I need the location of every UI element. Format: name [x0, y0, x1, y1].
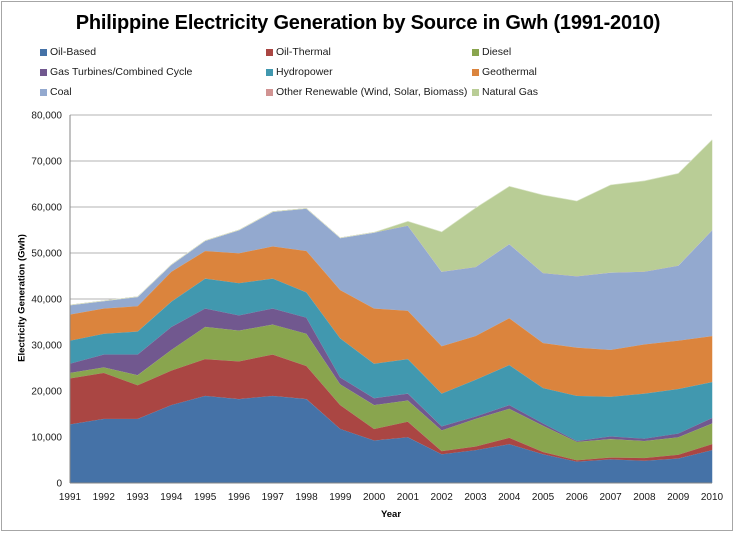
- legend-label: Geothermal: [482, 66, 537, 78]
- x-tick-label: 2005: [532, 492, 555, 503]
- x-tick-label: 1993: [126, 492, 149, 503]
- legend-label: Oil-Based: [50, 46, 97, 58]
- legend-label: Diesel: [482, 46, 512, 58]
- legend-label: Natural Gas: [482, 86, 539, 98]
- y-tick-label: 70,000: [31, 157, 62, 168]
- legend-swatch: [40, 88, 47, 96]
- x-axis-label: Year: [380, 509, 402, 520]
- legend-item-geothermal: Geothermal: [472, 66, 537, 78]
- legend-label: Other Renewable (Wind, Solar, Biomass): [276, 86, 468, 98]
- x-tick-label: 1995: [194, 492, 217, 503]
- x-tick-label: 2006: [566, 492, 589, 503]
- y-tick-label: 50,000: [31, 249, 62, 260]
- y-tick-label: 60,000: [31, 203, 62, 214]
- legend-swatch: [266, 88, 273, 96]
- legend-item-coal: Coal: [40, 86, 72, 98]
- chart-title: Philippine Electricity Generation by Sou…: [75, 12, 661, 34]
- legend-label: Oil-Thermal: [276, 46, 331, 58]
- x-tick-label: 2000: [363, 492, 386, 503]
- y-tick-label: 20,000: [31, 387, 62, 398]
- area-natural-gas: [69, 139, 713, 306]
- legend-swatch: [266, 68, 273, 76]
- x-tick-label: 1992: [93, 492, 116, 503]
- x-tick-label: 1994: [160, 492, 183, 503]
- legend-swatch: [472, 88, 479, 96]
- legend-item-diesel: Diesel: [472, 46, 511, 58]
- x-tick-label: 2007: [600, 492, 623, 503]
- legend: Oil-Based Oil-Thermal Diesel Gas Turbine…: [40, 46, 640, 106]
- y-tick-label: 40,000: [31, 295, 62, 306]
- x-tick-label: 2003: [464, 492, 487, 503]
- x-tick-label: 1996: [228, 492, 251, 503]
- legend-swatch: [472, 48, 479, 56]
- x-tick-label: 1998: [295, 492, 318, 503]
- x-tick-label: 2008: [633, 492, 656, 503]
- x-tick-label: 2001: [397, 492, 420, 503]
- legend-swatch: [40, 48, 47, 56]
- x-tick-label: 2009: [667, 492, 690, 503]
- legend-swatch: [266, 48, 273, 56]
- x-tick-label: 2010: [701, 492, 724, 503]
- legend-label: Hydropower: [276, 66, 333, 78]
- x-tick-labels: 1991 1992 1993 1994 1995 1996 1997 1998 1999 2000…: [59, 492, 724, 503]
- legend-label: Coal: [50, 86, 72, 98]
- x-tick-label: 2004: [498, 492, 521, 503]
- legend-label: Gas Turbines/Combined Cycle: [50, 66, 193, 78]
- y-tick-label: 10,000: [31, 433, 62, 444]
- axes: [69, 115, 712, 484]
- legend-swatch: [472, 68, 479, 76]
- legend-item-hydropower: Hydropower: [266, 66, 333, 78]
- legend-swatch: [40, 68, 47, 76]
- y-tick-label: 30,000: [31, 341, 62, 352]
- y-tick-labels: 0 10,000 20,000 30,000 40,000 50,000 60,000 70,…: [31, 111, 62, 490]
- area-boundary-line: [69, 139, 713, 306]
- x-tick-label: 1999: [329, 492, 352, 503]
- y-tick-label: 0: [56, 479, 62, 490]
- legend-item-oil-thermal: Oil-Thermal: [266, 46, 331, 58]
- y-tick-label: 80,000: [31, 111, 62, 122]
- x-tick-label: 1991: [59, 492, 82, 503]
- legend-item-oil-based: Oil-Based: [40, 46, 96, 58]
- area-layers: [69, 139, 713, 484]
- x-tick-label: 2002: [431, 492, 454, 503]
- x-tick-label: 1997: [262, 492, 285, 503]
- legend-item-natural-gas: Natural Gas: [472, 86, 538, 98]
- y-axis-label: Electricity Generation (Gwh): [16, 234, 28, 362]
- legend-item-gas-turbines: Gas Turbines/Combined Cycle: [40, 66, 192, 78]
- legend-item-other-renewable: Other Renewable (Wind, Solar, Biomass): [266, 86, 467, 98]
